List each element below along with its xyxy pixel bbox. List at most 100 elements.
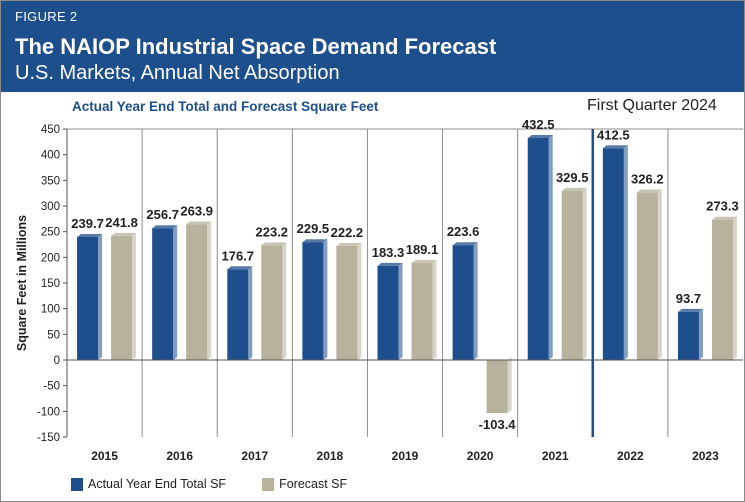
bar-side-forecast [507,357,512,414]
bar-forecast [336,245,358,360]
bar-forecast [561,190,583,360]
bar-cap-forecast [261,242,287,246]
bar-cap-actual [602,145,628,149]
y-tick-label: 300 [41,201,60,213]
bar-side-actual [698,308,703,360]
bar-cap-actual [77,233,103,237]
bar-cap-actual [377,262,403,266]
data-label-actual: 223.6 [447,224,480,239]
bar-side-forecast [432,259,437,360]
x-tick-label: 2022 [617,449,644,463]
bar-cap-actual [302,239,328,243]
y-tick-label: 350 [41,175,60,187]
bar-cap-forecast [336,242,362,246]
bar-cap-actual [677,308,703,312]
x-tick-label: 2018 [317,449,344,463]
data-label-actual: 432.5 [522,117,555,132]
bar-actual [77,236,99,360]
bar-side-forecast [657,189,662,360]
legend-item-actual: Actual Year End Total SF [71,477,226,491]
y-tick-label: 450 [41,124,60,136]
quarter-label: First Quarter 2024 [587,97,717,114]
data-label-actual: 183.3 [372,245,405,260]
legend: Actual Year End Total SF Forecast SF [71,477,383,491]
bar-cap-forecast [111,232,137,236]
bar-cap-forecast [411,259,437,263]
bar-side-actual [473,242,478,360]
figure-subtitle: U.S. Markets, Annual Net Absorption [15,62,340,84]
bar-cap-actual [227,266,253,270]
bar-actual [302,242,324,360]
chart-subhead: Actual Year End Total and Forecast Squar… [72,99,379,114]
data-label-forecast: 241.8 [105,215,138,230]
bar-actual [152,228,174,360]
y-tick-label: 200 [41,252,60,264]
legend-swatch-actual [71,477,83,491]
data-label-actual: 239.7 [71,216,104,231]
bar-cap-forecast [561,187,587,191]
x-tick-label: 2019 [392,449,419,463]
x-tick-label: 2016 [166,449,193,463]
bar-cap-forecast [636,189,662,193]
bar-forecast [636,192,658,360]
bar-cap-forecast [186,221,212,225]
bar-side-forecast [132,232,137,360]
data-label-actual: 256.7 [146,207,179,222]
data-label-forecast: -103.4 [479,417,517,432]
bar-side-forecast [582,187,587,360]
bar-cap-actual [152,225,178,229]
data-label-forecast: 223.2 [256,224,289,239]
data-label-forecast: 326.2 [631,172,664,187]
bar-side-actual [248,266,253,360]
bar-forecast [111,235,133,360]
bar-side-forecast [207,221,212,360]
bar-side-actual [623,145,628,360]
bar-actual [377,265,399,360]
bar-side-actual [398,262,403,360]
data-label-actual: 229.5 [297,221,330,236]
x-tick-label: 2015 [91,449,118,463]
figure-title: The NAIOP Industrial Space Demand Foreca… [15,34,497,59]
bar-cap-forecast [711,216,737,220]
bar-cap-actual [452,242,478,246]
bar-side-actual [98,233,103,360]
y-axis-title: Square Feet in Millions [15,215,29,351]
bar-side-actual [548,134,553,360]
bar-side-actual [173,225,178,360]
x-tick-label: 2017 [241,449,268,463]
bar-actual [602,148,624,360]
bar-side-actual [323,239,328,360]
data-label-actual: 93.7 [676,291,701,306]
legend-item-forecast: Forecast SF [262,477,347,491]
x-tick-label: 2021 [542,449,569,463]
bar-actual [227,269,249,360]
y-tick-label: 250 [41,227,60,239]
figure-header: FIGURE 2 The NAIOP Industrial Space Dema… [1,1,744,92]
legend-label-forecast: Forecast SF [279,477,348,491]
bar-cap-actual [527,134,553,138]
figure-label: FIGURE 2 [15,9,78,24]
data-label-forecast: 273.3 [706,199,739,214]
y-tick-label: 0 [54,355,60,367]
data-label-forecast: 263.9 [180,204,213,219]
data-label-actual: 412.5 [597,127,630,142]
y-tick-label: 100 [41,304,60,316]
legend-label-actual: Actual Year End Total SF [88,477,227,491]
bar-forecast [261,245,283,360]
bar-side-forecast [282,242,287,360]
bar-forecast [486,360,508,414]
data-label-actual: 176.7 [222,248,255,263]
y-tick-label: -150 [37,432,60,444]
bar-side-forecast [357,242,362,360]
data-label-forecast: 329.5 [556,170,589,185]
bar-actual [677,311,699,360]
bar-forecast [411,262,433,360]
data-label-forecast: 189.1 [406,242,439,257]
bar-forecast [186,224,208,360]
x-tick-label: 2023 [692,449,719,463]
y-tick-label: -100 [37,406,60,418]
legend-swatch-forecast [262,477,275,491]
y-tick-label: -50 [43,381,60,393]
